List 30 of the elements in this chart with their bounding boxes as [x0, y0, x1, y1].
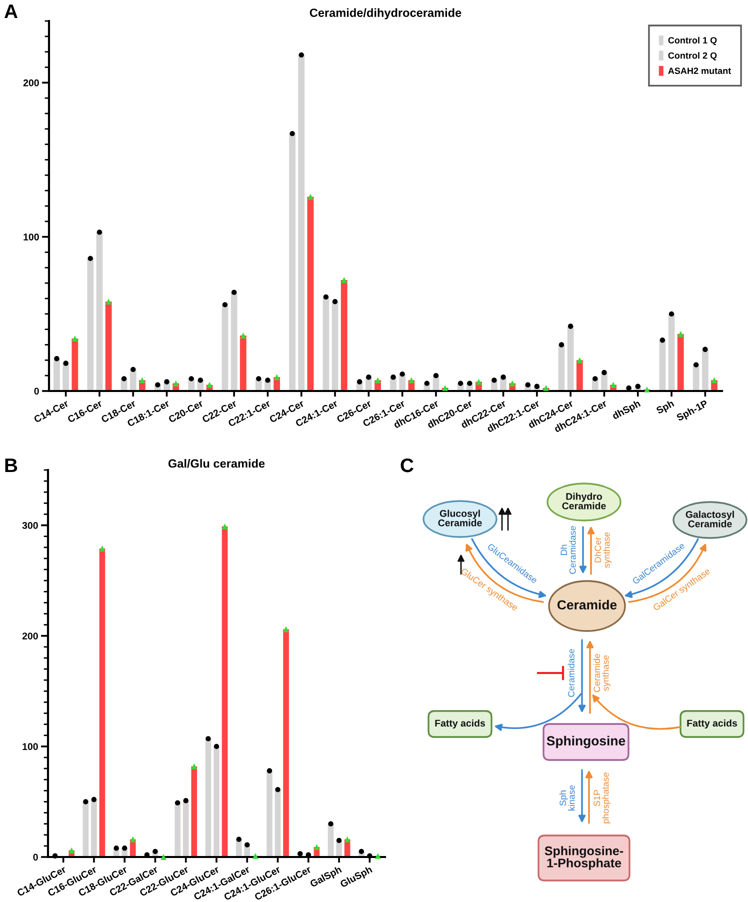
legend-label: Control 1 Q: [668, 36, 717, 46]
chart-title: Ceramide/dihydroceramide: [310, 8, 462, 20]
y-tick-label: 0: [34, 388, 39, 395]
y-tick-label: 200: [23, 79, 39, 86]
text: Sph kinase: [559, 785, 575, 810]
y-tick-label: 100: [22, 743, 38, 750]
y-tick-label: 300: [22, 522, 38, 529]
text: Ceramidase: [568, 649, 574, 697]
text: Dh Ceramidase: [560, 526, 576, 574]
y-tick-label: 200: [22, 632, 38, 640]
text: Ceramide synthase: [593, 654, 611, 692]
text: Dihydro Ceramide: [562, 492, 606, 510]
text: S1P phosphatase: [594, 772, 611, 824]
legend-label: Control 2 Q: [668, 52, 717, 60]
y-tick-label: 0: [33, 854, 38, 861]
text: Galactosyl Ceramide: [686, 510, 734, 528]
text: B: [5, 458, 18, 472]
text: Fatty acids: [435, 719, 485, 729]
text: Ceramide: [557, 600, 617, 610]
text: A: [4, 4, 18, 18]
x-tick-label: Sph: [656, 400, 676, 416]
y-tick-label: 100: [24, 234, 39, 240]
text: Fatty acids: [687, 719, 737, 729]
text: Glucosyl Ceramide: [438, 510, 482, 526]
text: DhCer synthase: [594, 532, 612, 568]
text: Sphingosine- 1-Phosphate: [544, 846, 624, 870]
legend-label: ASAH2 mutant: [668, 68, 731, 74]
chart-title: Gal/Glu ceramide: [168, 458, 265, 468]
text: C: [400, 458, 414, 472]
text: Sphingosine: [546, 736, 626, 748]
